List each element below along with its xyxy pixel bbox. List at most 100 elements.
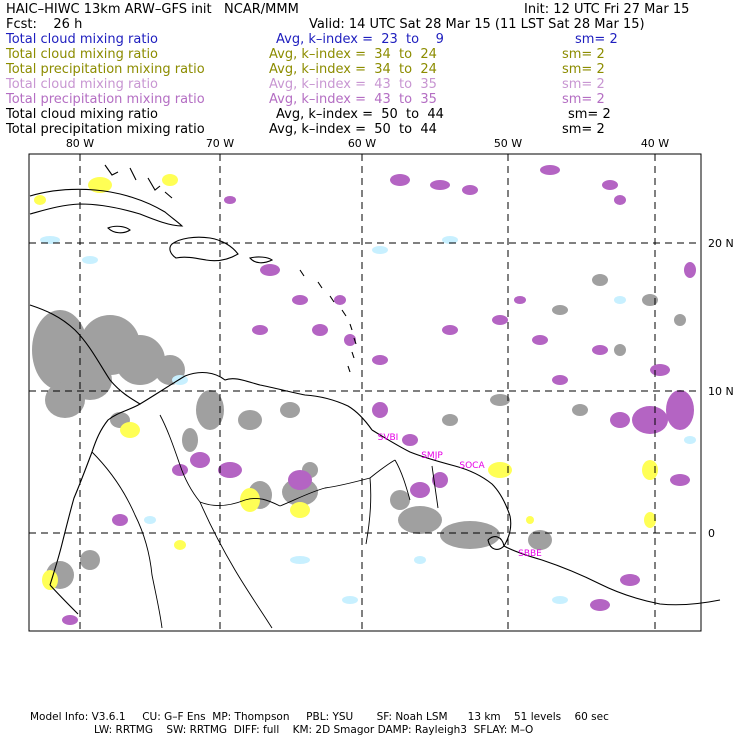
grey-cloud-patch [528, 530, 552, 550]
purple-precip-patch [292, 295, 308, 305]
coastline-hispaniola [169, 236, 239, 262]
station-label: SBBE [518, 549, 542, 559]
yellow-precip-patch [174, 540, 186, 550]
mixing-ratio-patches [32, 165, 696, 625]
cyan-cloud-patch [614, 296, 626, 304]
purple-precip-patch [442, 325, 458, 335]
grey-cloud-patch [390, 490, 410, 510]
grey-cloud-patch [45, 382, 85, 418]
purple-precip-patch [514, 296, 526, 304]
purple-precip-patch [666, 390, 694, 430]
valid-time: Valid: 14 UTC Sat 28 Mar 15 (11 LST Sat … [309, 17, 645, 32]
yellow-precip-patch [642, 460, 658, 480]
longitude-label: 70 W [206, 137, 234, 150]
grey-cloud-patch [182, 428, 198, 452]
longitude-label: 60 W [348, 137, 376, 150]
yellow-precip-patch [644, 512, 656, 528]
station-label: SOCA [459, 461, 485, 471]
coastline-bahamas [104, 164, 173, 199]
legend-field-name: Total precipitation mixing ratio [6, 92, 205, 107]
purple-precip-patch [288, 470, 312, 490]
coastline-puerto-rico [249, 256, 274, 264]
purple-precip-patch [390, 174, 410, 186]
coastline-south-america-north [139, 371, 373, 431]
cyan-cloud-patch [342, 596, 358, 604]
border-guyana-suriname [394, 459, 439, 509]
purple-precip-patch [432, 472, 448, 488]
coastline-central-america [29, 304, 142, 586]
border-venezuela-brazil [279, 459, 396, 507]
legend-smoothing: sm= 2 [562, 77, 605, 92]
map-frame [28, 153, 702, 632]
legend-smoothing: sm= 2 [568, 107, 611, 122]
purple-precip-patch [462, 185, 478, 195]
grey-cloud-patch [592, 274, 608, 286]
grey-cloud-patch [440, 521, 500, 549]
legend-smoothing: sm= 2 [562, 92, 605, 107]
legend-field-name: Total cloud mixing ratio [6, 107, 159, 122]
purple-precip-patch [218, 462, 242, 478]
coastline-guianas [371, 429, 511, 517]
purple-precip-patch [614, 195, 626, 205]
longitude-label: 80 W [66, 137, 94, 150]
model-info-line-2: LW: RRTMG SW: RRTMG DIFF: full KM: 2D Sm… [94, 724, 534, 736]
cyan-cloud-patch [414, 556, 426, 564]
coastline-amazon-mouth [487, 536, 505, 550]
purple-precip-patch [532, 335, 548, 345]
forecast-hour: Fcst: 26 h [6, 17, 83, 32]
latitude-label: 20 N [708, 237, 734, 250]
yellow-precip-patch [42, 570, 58, 590]
purple-precip-patch [684, 262, 696, 278]
legend-k-index: Avg, k–index = 23 to 9 [276, 32, 444, 47]
purple-precip-patch [410, 482, 430, 498]
coastline-cuba [29, 188, 184, 227]
purple-precip-patch [552, 375, 568, 385]
grey-cloud-patch [442, 414, 458, 426]
purple-precip-patch [592, 345, 608, 355]
purple-precip-patch [344, 334, 356, 346]
longitude-label: 40 W [641, 137, 669, 150]
border-colombia-ecuador-peru [91, 451, 163, 629]
station-label: SMJP [421, 451, 443, 461]
legend-field-name: Total cloud mixing ratio [6, 47, 159, 62]
legend-field-name: Total precipitation mixing ratio [6, 122, 205, 137]
legend-k-index: Avg, k–index = 34 to 24 [269, 47, 437, 62]
purple-precip-patch [602, 180, 618, 190]
grey-cloud-patch [398, 506, 442, 534]
grey-cloud-patch [80, 550, 100, 570]
purple-precip-patch [540, 165, 560, 175]
model-info-line-1: Model Info: V3.6.1 CU: G–F Ens MP: Thomp… [30, 711, 609, 723]
yellow-precip-patch [88, 177, 112, 193]
grey-cloud-patch [552, 305, 568, 315]
purple-precip-patch [492, 315, 508, 325]
yellow-precip-patch [240, 488, 260, 512]
purple-precip-patch [670, 474, 690, 486]
purple-precip-patch [372, 402, 388, 418]
coastline-pacific-sa [49, 584, 79, 615]
legend-k-index: Avg, k–index = 50 to 44 [269, 122, 437, 137]
purple-precip-patch [620, 574, 640, 586]
grey-cloud-patch [490, 394, 510, 406]
yellow-precip-patch [34, 195, 46, 205]
purple-precip-patch [190, 452, 210, 468]
yellow-precip-patch [162, 174, 178, 186]
purple-precip-patch [632, 406, 668, 434]
purple-precip-patch [430, 180, 450, 190]
purple-precip-patch [62, 615, 78, 625]
coastlines [29, 164, 721, 629]
purple-precip-patch [172, 464, 188, 476]
legend-k-index: Avg, k–index = 43 to 35 [269, 92, 437, 107]
legend-k-index: Avg, k–index = 34 to 24 [269, 62, 437, 77]
yellow-precip-patch [120, 422, 140, 438]
lat-lon-grid [29, 154, 701, 631]
cyan-cloud-patch [372, 246, 388, 254]
model-title: HAIC–HIWC 13km ARW–GFS init NCAR/MMM [6, 2, 299, 17]
coastline-jamaica [107, 225, 131, 234]
legend-field-name: Total precipitation mixing ratio [6, 62, 205, 77]
legend-smoothing: sm= 2 [562, 122, 605, 137]
legend-smoothing: sm= 2 [562, 47, 605, 62]
grey-cloud-patch [196, 390, 224, 430]
latitude-label: 10 N [708, 385, 734, 398]
purple-precip-patch [224, 196, 236, 204]
grey-cloud-patch [642, 294, 658, 306]
